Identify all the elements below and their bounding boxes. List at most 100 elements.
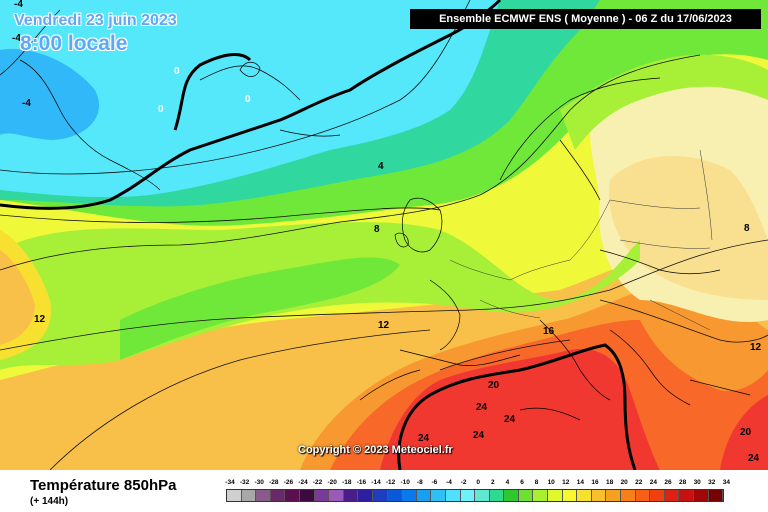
band-orange-west: [0, 250, 35, 345]
scale-swatch: [504, 490, 519, 501]
scale-tick-label: 34: [722, 479, 730, 486]
legend-footer: Température 850hPa (+ 144h) -34 -32 -30 -28…: [0, 470, 768, 512]
scale-tick-label: 8: [534, 479, 539, 486]
borders: [449, 149, 713, 331]
scale-swatch: [431, 490, 446, 501]
scale-swatch: [475, 490, 490, 501]
contour-label: 24: [473, 430, 485, 441]
scale-swatch: [314, 490, 330, 501]
scale-swatch: [694, 490, 709, 501]
thick-isotherms: [0, 0, 637, 470]
contour-lines: [0, 0, 768, 470]
scale-swatch: [343, 490, 359, 501]
scale-swatch: [387, 490, 403, 501]
scale-swatch: [621, 490, 636, 501]
scale-tick-label: -30: [254, 479, 264, 486]
scale-tick-label: 30: [693, 479, 701, 486]
scale-swatch: [577, 490, 592, 501]
scale-tick-label: -18: [342, 479, 352, 486]
scale-swatch: [489, 490, 505, 501]
scale-tick-label: -8: [416, 479, 423, 486]
scale-tick-label: -4: [446, 479, 452, 486]
copyright-notice: Copyright © 2023 Meteociel.fr: [298, 444, 453, 456]
scale-tick-label: 2: [490, 479, 495, 486]
contour-label: 8: [374, 224, 380, 235]
contour-label: 12: [34, 314, 46, 325]
band-cyan: [0, 0, 500, 198]
scale-swatch: [329, 490, 344, 501]
scale-tick-label: -24: [298, 479, 308, 486]
contour-label: 24: [476, 402, 488, 413]
color-scale-bar: [226, 489, 725, 502]
contour-label: 24: [418, 433, 430, 444]
contour-label: 20: [488, 380, 500, 391]
temperature-map: -4 -4 -4 0 0 0 4 8 8 12 12 12 16 20 20 2…: [0, 0, 768, 470]
scale-swatch: [591, 490, 607, 501]
band-lightgreen-north: [560, 54, 768, 150]
scale-tick-label: -32: [239, 479, 250, 486]
scale-tick-label: 28: [678, 479, 687, 486]
scale-swatch: [416, 490, 432, 501]
contour-label: 0: [174, 66, 180, 77]
scale-swatch: [299, 490, 315, 501]
scale-swatch: [358, 490, 373, 501]
scale-tick-label: -20: [327, 479, 337, 486]
contour-label: 24: [748, 453, 760, 464]
forecast-date: Vendredi 23 juin 2023: [14, 12, 177, 29]
scale-tick-label: -2: [460, 479, 467, 486]
scale-swatch: [270, 490, 286, 501]
scale-swatch: [635, 490, 651, 501]
scale-swatch: [533, 490, 549, 501]
scale-tick-label: 16: [591, 479, 599, 486]
scale-tick-label: 24: [649, 479, 657, 486]
scale-tick-label: -10: [400, 479, 410, 486]
scale-swatch: [679, 490, 694, 501]
scale-swatch: [518, 490, 534, 501]
scale-swatch: [372, 490, 388, 501]
scale-swatch: [285, 490, 300, 501]
scale-swatch: [708, 490, 724, 501]
contour-label: 0: [245, 94, 251, 105]
contour-label: 12: [378, 320, 390, 331]
band-red: [380, 349, 660, 470]
forecast-lead: (+ 144h): [30, 496, 69, 507]
coastlines: [19, 59, 751, 421]
scale-tick-label: 14: [576, 479, 584, 486]
scale-tick-label: 0: [476, 479, 480, 486]
scale-swatch: [402, 490, 417, 501]
scale-tick-label: 20: [620, 479, 628, 486]
band-blue: [0, 49, 99, 140]
scale-swatch: [606, 490, 622, 501]
scale-tick-label: -26: [283, 479, 294, 486]
scale-tick-label: -6: [431, 479, 438, 486]
scale-tick-label: 6: [520, 479, 524, 486]
scale-swatch: [445, 490, 461, 501]
contour-label: 24: [504, 414, 516, 425]
contour-label: 4: [378, 161, 384, 172]
contour-label: 16: [543, 326, 555, 337]
scale-tick-label: 26: [664, 479, 672, 486]
scale-tick-label: 32: [708, 479, 716, 486]
scale-swatch: [664, 490, 680, 501]
scale-tick-label: -22: [312, 479, 323, 486]
contour-label: -4: [12, 33, 21, 44]
scale-tick-label: 18: [605, 479, 614, 486]
scale-swatch: [241, 490, 257, 501]
variable-title: Température 850hPa: [30, 477, 177, 494]
scale-tick-label: 22: [635, 479, 643, 486]
contour-label: 12: [750, 342, 762, 353]
map-svg: [0, 0, 768, 470]
contour-label: 20: [740, 427, 752, 438]
band-green-tongue: [120, 257, 400, 360]
scale-swatch: [227, 490, 242, 501]
scale-tick-label: -14: [371, 479, 381, 486]
band-cream-dark: [609, 156, 768, 300]
scale-tick-label: 4: [505, 479, 510, 486]
color-scale-ticks: -34 -32 -30 -28 -26 -24 -22 -20 -18 -16 -14 -12 -10-…: [224, 479, 744, 489]
scale-tick-label: -16: [356, 479, 367, 486]
scale-tick-label: 10: [547, 479, 555, 486]
forecast-time: 8:00 locale: [20, 32, 128, 55]
model-run-banner: Ensemble ECMWF ENS ( Moyenne ) - 06 Z du…: [410, 9, 761, 29]
contour-label: 8: [744, 223, 750, 234]
contour-label: -4: [22, 98, 31, 109]
